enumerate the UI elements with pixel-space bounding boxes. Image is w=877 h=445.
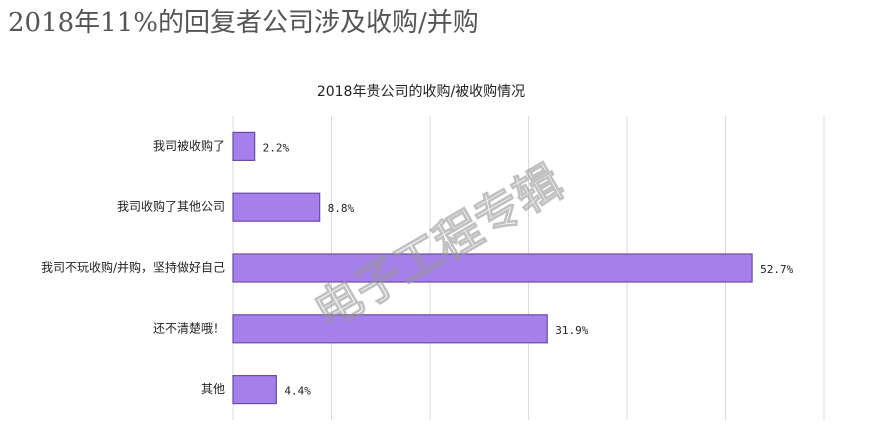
- bar: [232, 131, 256, 161]
- value-label: 2.2%: [263, 141, 290, 154]
- y-tick-label: 我司被收购了: [153, 138, 225, 153]
- watermark: 电子工程专辑: [305, 155, 571, 340]
- bar: [232, 192, 321, 222]
- value-label: 31.9%: [555, 324, 588, 337]
- value-label: 4.4%: [284, 385, 311, 398]
- value-label: 8.8%: [328, 202, 355, 215]
- bar: [232, 375, 277, 405]
- y-tick-label: 我司不玩收购/并购，坚持做好自己: [41, 260, 225, 275]
- y-tick-label: 其他: [201, 382, 225, 396]
- value-label: 52.7%: [760, 263, 793, 276]
- y-tick-label: 还不清楚哦！: [153, 321, 225, 335]
- bar: [232, 314, 548, 344]
- bar: [232, 253, 753, 283]
- page-title: 2018年11%的回复者公司涉及收购/并购: [8, 8, 479, 38]
- chart-title: 2018年贵公司的收购/被收购情况: [317, 84, 525, 100]
- y-tick-label: 我司收购了其他公司: [117, 199, 225, 214]
